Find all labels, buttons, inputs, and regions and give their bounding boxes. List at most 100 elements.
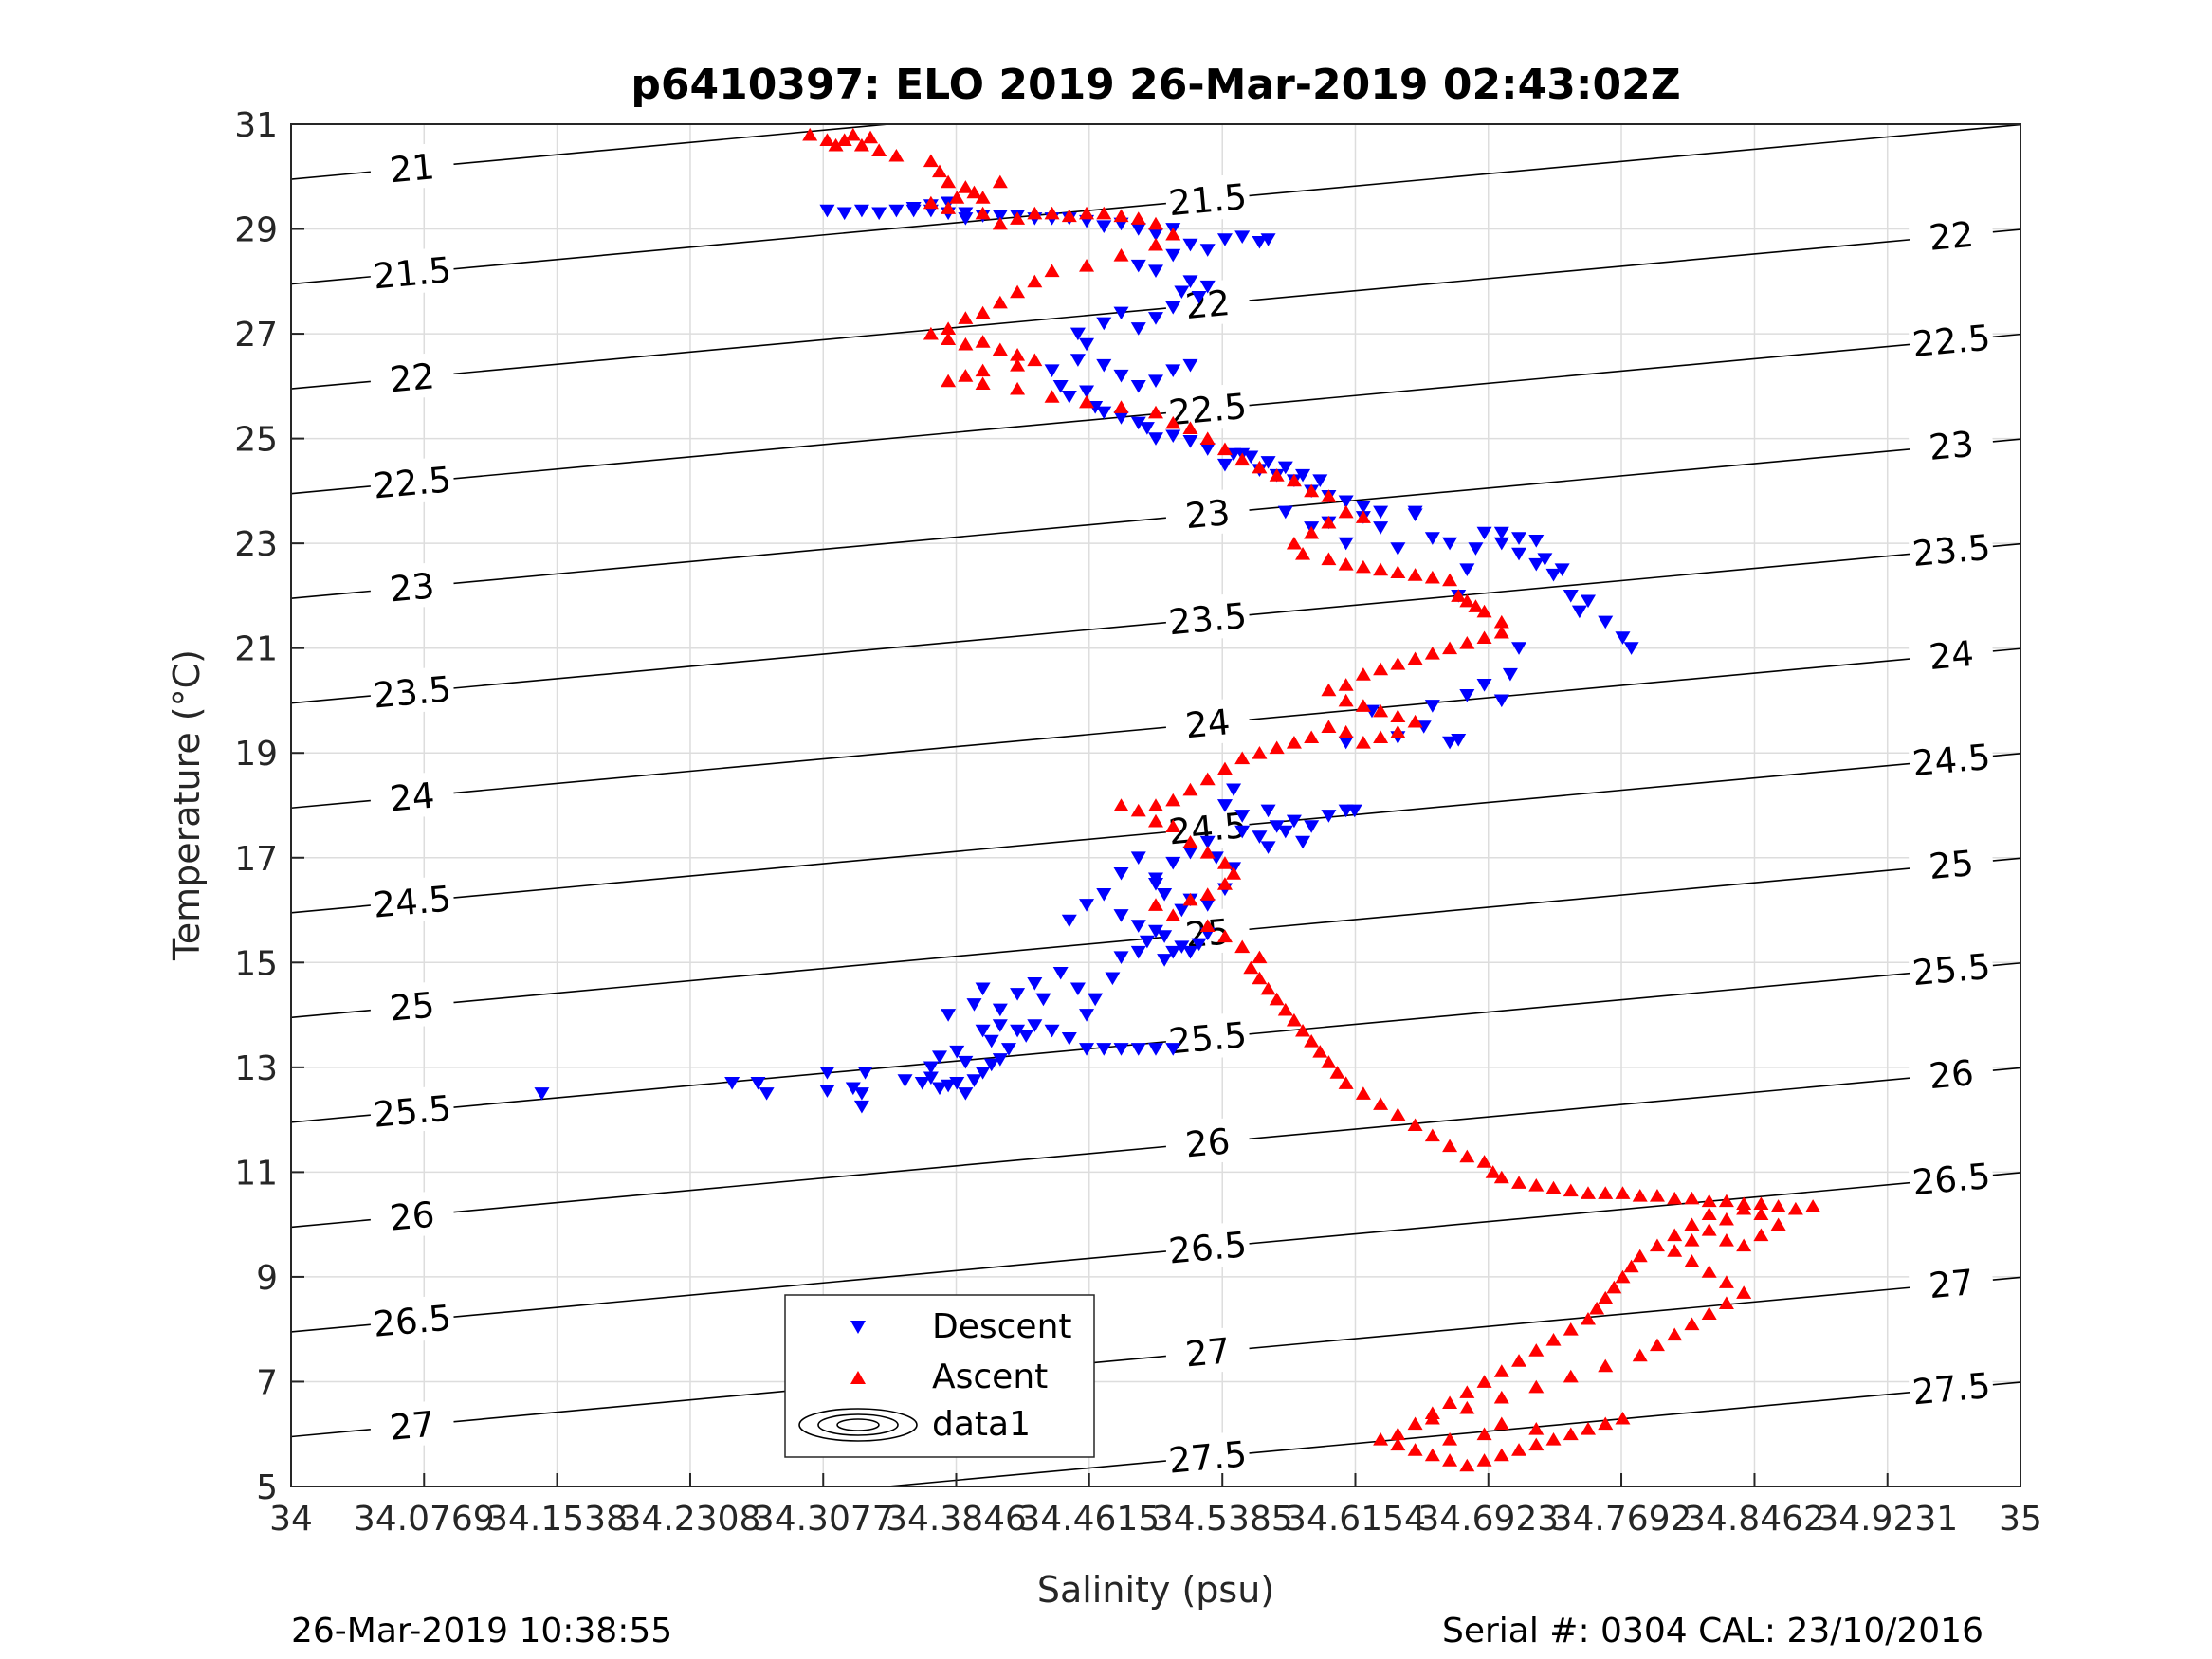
descent-point (1130, 920, 1146, 933)
ascent-point (819, 133, 835, 146)
ascent-point (1182, 782, 1198, 796)
descent-point (1424, 700, 1440, 713)
descent-point (819, 204, 835, 218)
descent-point (1148, 228, 1163, 242)
descent-point (1476, 526, 1492, 540)
ascent-point (1736, 1285, 1752, 1299)
descent-point (1096, 220, 1112, 233)
x-tick-label: 34.6923 (1417, 1500, 1559, 1539)
ascent-point (1563, 1322, 1579, 1336)
contour-label-background (368, 1398, 456, 1450)
descent-point (1511, 547, 1527, 561)
ascent-point (1459, 1149, 1475, 1163)
x-tick-label: 34.3077 (753, 1500, 894, 1539)
ascent-point (1390, 657, 1406, 670)
ascent-point (1165, 908, 1181, 921)
ascent-point (941, 321, 957, 335)
x-tick-label: 34.0769 (354, 1500, 495, 1539)
ascent-point (1010, 381, 1026, 395)
ascent-point (1321, 515, 1337, 529)
contour-label-background (1163, 1431, 1252, 1482)
descent-point (1165, 364, 1181, 377)
descent-point (941, 1079, 957, 1093)
contour-label-background (1163, 1116, 1252, 1168)
density-contour-line (291, 124, 2020, 285)
ascent-series (802, 127, 1821, 1472)
descent-point (1312, 474, 1328, 488)
descent-point (1174, 940, 1190, 954)
contour-label-background (1163, 1325, 1252, 1377)
ascent-point (1165, 793, 1181, 807)
descent-point (941, 1009, 957, 1022)
ascent-point (1295, 547, 1311, 560)
contour-label-background (1908, 733, 1995, 785)
ascent-point (941, 332, 957, 346)
density-contour-line (291, 962, 2020, 1123)
ascent-point (1701, 1222, 1717, 1236)
descent-point (1069, 354, 1086, 367)
contour-label-text: 22.5 (1910, 318, 1992, 365)
descent-point (1027, 1019, 1043, 1032)
ascent-point (923, 195, 939, 210)
ascent-point (1442, 1432, 1458, 1446)
descent-point (1174, 285, 1190, 300)
ascent-point (1511, 1176, 1527, 1189)
contour-label-text: 25 (388, 985, 436, 1030)
descent-point (1563, 590, 1579, 603)
ascent-point (1338, 557, 1354, 571)
density-contour-label: 26 (1908, 1048, 1995, 1100)
contour-label-background (1908, 1048, 1995, 1100)
legend: Descent Ascent data1 (784, 1294, 1095, 1458)
descent-point (958, 1055, 974, 1069)
ascent-point (1493, 1390, 1509, 1404)
descent-point (534, 1087, 550, 1101)
descent-point (1286, 814, 1302, 829)
x-axis-ticks: 34 34.076934.153834.230834.307734.384634.… (269, 1473, 2042, 1539)
descent-point (853, 1100, 869, 1114)
descent-point (1571, 605, 1587, 619)
footer-serial-cal: Serial #: 0304 CAL: 23/10/2016 (1442, 1612, 1983, 1650)
ascent-point (1528, 1178, 1545, 1192)
descent-point (1079, 337, 1095, 352)
ascent-point (941, 201, 957, 214)
ascent-point (1113, 209, 1129, 223)
ascent-point (1753, 1207, 1769, 1220)
footer-timestamp: 26-Mar-2019 10:38:55 (291, 1612, 672, 1650)
descent-point (1442, 736, 1458, 750)
descent-point (1528, 557, 1545, 572)
ascent-point (1736, 1201, 1752, 1215)
ascent-point (1182, 892, 1198, 906)
contour-label-background (1908, 1152, 1995, 1204)
contour-label-text: 22 (388, 356, 436, 400)
legend-ascent-marker (850, 1371, 866, 1384)
ascent-point (802, 127, 818, 141)
ascent-point (1286, 1012, 1302, 1027)
ascent-point (1113, 400, 1129, 413)
contour-label-text: 21 (388, 146, 436, 191)
ascent-point (1701, 1207, 1717, 1220)
descent-point (1528, 534, 1545, 548)
descent-point (1165, 301, 1181, 315)
ascent-point (941, 374, 957, 388)
descent-point (1424, 532, 1440, 545)
density-contour-label: 25 (368, 979, 456, 1031)
contour-label-background (1908, 1257, 1995, 1309)
contour-label-background (368, 1294, 456, 1346)
descent-point (888, 204, 905, 218)
contour-label-text: 26 (388, 1194, 436, 1239)
density-contour-line (291, 647, 2020, 810)
descent-point (1130, 322, 1146, 336)
ascent-point (1269, 992, 1285, 1006)
descent-point (1096, 358, 1112, 373)
descent-point (1234, 230, 1251, 245)
contour-label-text: 23.5 (1910, 527, 1992, 574)
descent-point (1079, 385, 1095, 399)
ascent-point (1216, 761, 1233, 775)
contour-label-text: 26.5 (1167, 1224, 1249, 1271)
ascent-point (1701, 1194, 1717, 1208)
x-tick-label: 34.3846 (886, 1500, 1027, 1539)
ascent-point (1304, 525, 1320, 539)
contour-label-text: 22.5 (1167, 386, 1249, 433)
descent-point (1199, 244, 1216, 257)
descent-point (1260, 456, 1276, 469)
